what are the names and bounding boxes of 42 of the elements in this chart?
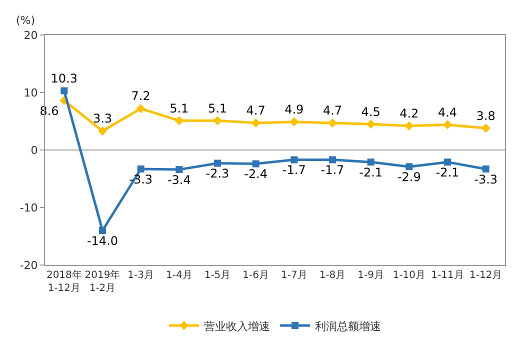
x-tick-label: 2019年 1-2月 <box>84 269 120 294</box>
x-tick-label: 1-3月 <box>128 270 154 281</box>
text: -1.7 <box>282 163 306 178</box>
text: 7.2 <box>131 89 150 104</box>
text: 4.7 <box>246 104 266 118</box>
legend-label: 利润总额增速 <box>315 320 381 333</box>
text: 5.1 <box>208 101 228 116</box>
x-tick-label: 1-10月 <box>392 270 426 281</box>
x-tick-label: 1-7月 <box>281 270 308 281</box>
x-tick-label: 1-5月 <box>204 270 231 281</box>
y-tick-label: -20 <box>20 258 38 272</box>
x-tick-label: 1-8月 <box>319 270 346 281</box>
x-tick-label: 1-11月 <box>431 270 464 281</box>
x-tick-label: 1-6月 <box>242 270 269 281</box>
x-tick-label: 1-4月 <box>166 270 192 281</box>
y-tick-label: -10 <box>20 201 38 214</box>
y-tick-label: 0 <box>30 144 38 157</box>
text: 3.3 <box>92 112 112 126</box>
y-tick-label: 20 <box>24 28 38 42</box>
text: -14.0 <box>86 234 118 248</box>
text: -2.1 <box>436 165 460 180</box>
y-axis-title: (%) <box>16 14 36 27</box>
x-tick-label: 1-9月 <box>358 270 384 281</box>
text: -2.9 <box>397 170 421 184</box>
text: 10.3 <box>50 71 78 86</box>
text: 5.1 <box>170 101 189 116</box>
text: 4.9 <box>284 102 304 116</box>
text: 4.5 <box>361 104 380 119</box>
text: 3.8 <box>476 108 496 123</box>
text: 4.7 <box>322 104 342 118</box>
legend-label: 营业收入增速 <box>204 320 270 333</box>
text: 4.4 <box>438 105 458 120</box>
text: -1.7 <box>320 163 344 178</box>
text: -2.3 <box>206 166 230 181</box>
text: -2.4 <box>244 167 268 182</box>
y-tick-label: 10 <box>24 86 38 100</box>
text: 4.2 <box>400 106 419 120</box>
text: -3.3 <box>474 172 498 186</box>
text: -2.1 <box>359 165 383 180</box>
text: -3.4 <box>167 172 191 187</box>
x-tick-label: 1-12月 <box>469 270 502 281</box>
x-tick-label: 2018年 1-12月 <box>46 269 82 294</box>
